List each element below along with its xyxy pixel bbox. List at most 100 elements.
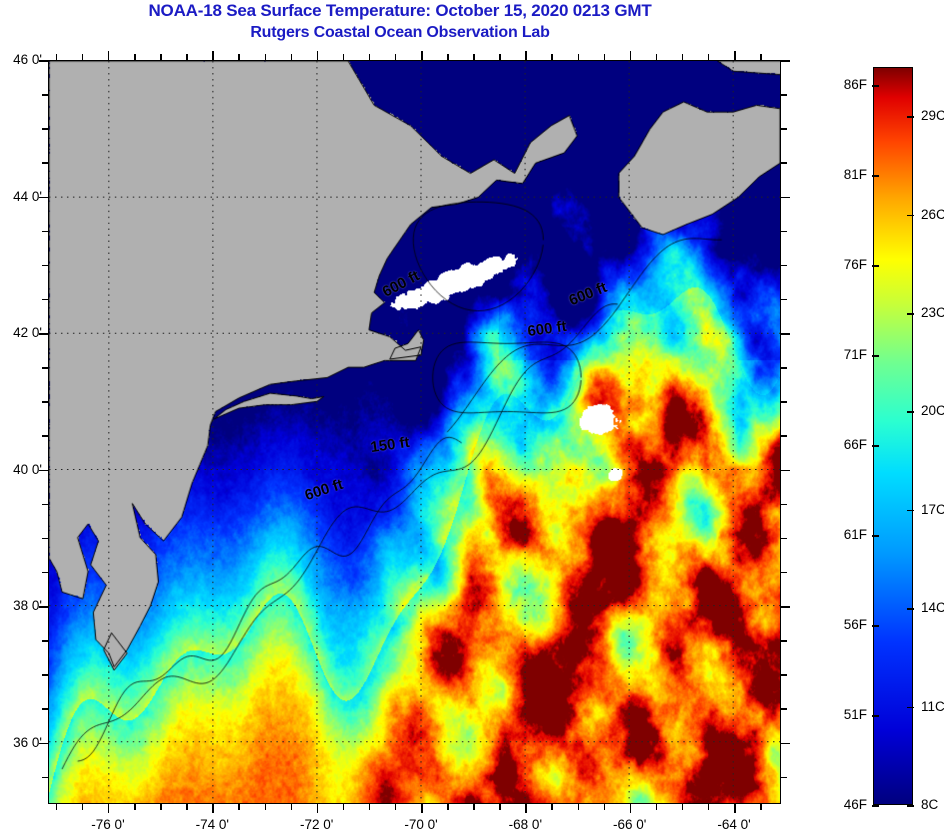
y-axis-label: 44 0'	[13, 188, 42, 204]
colorbar-f-label: 66F	[843, 437, 867, 452]
y-axis-label: 40 0'	[13, 461, 42, 477]
x-axis-label: -76 0'	[91, 817, 125, 832]
colorbar-f-tick	[872, 805, 879, 807]
page-title: NOAA-18 Sea Surface Temperature: October…	[148, 1, 652, 20]
x-axis-tick	[447, 54, 449, 60]
x-axis-tick	[499, 54, 501, 60]
colorbar-c-tick	[907, 608, 914, 610]
sst-map-plot[interactable]: 600 ft 600 ft 600 ft 150 ft 600 ft	[48, 60, 781, 804]
colorbar-c-label: 20C	[921, 403, 944, 419]
page-subtitle: Rutgers Coastal Ocean Observation Lab	[250, 24, 550, 41]
x-axis-tick	[551, 54, 553, 60]
y-axis-label: 42 0'	[13, 325, 42, 341]
y-axis-tick	[781, 94, 787, 96]
colorbar-f-tick	[872, 625, 879, 627]
x-axis-tick	[629, 804, 632, 813]
colorbar-f-label: 81F	[843, 167, 867, 182]
x-axis-label: -64 0'	[717, 817, 751, 832]
colorbar-c-label: 8C	[921, 797, 939, 812]
y-axis-tick	[42, 298, 48, 301]
y-axis-tick	[781, 367, 787, 369]
x-axis-tick	[734, 804, 736, 813]
x-axis-tick	[212, 51, 214, 60]
x-axis-tick	[290, 54, 293, 60]
y-axis-label: 36 0'	[13, 734, 42, 750]
x-axis-tick	[629, 51, 632, 60]
y-axis-tick	[781, 162, 787, 164]
colorbar-f-label: 51F	[843, 707, 867, 722]
y-axis-tick	[39, 742, 48, 745]
x-axis-tick	[342, 54, 345, 60]
y-axis-tick	[42, 162, 48, 164]
x-axis-tick	[681, 804, 684, 810]
y-axis-label: 46 0'	[13, 52, 42, 67]
x-axis-tick	[186, 54, 188, 60]
x-axis-tick	[760, 804, 762, 810]
y-axis-tick	[42, 640, 48, 642]
x-axis-tick	[760, 54, 762, 60]
colorbar-gradient	[873, 67, 913, 805]
chart-title-block: NOAA-18 Sea Surface Temperature: October…	[0, 0, 800, 44]
y-axis-tick	[781, 674, 787, 676]
y-axis-tick	[781, 333, 790, 335]
colorbar-c-tick	[907, 313, 914, 315]
x-axis-tick	[681, 54, 684, 60]
x-axis-tick	[577, 804, 580, 810]
x-axis-label: -68 0'	[508, 817, 543, 832]
colorbar-f-label: 76F	[843, 257, 867, 272]
y-axis-tick	[781, 503, 787, 506]
x-axis-tick	[316, 51, 319, 60]
y-axis-tick	[42, 708, 48, 710]
sst-heatmap-canvas	[49, 61, 780, 803]
x-axis-tick	[734, 51, 736, 60]
temperature-colorbar[interactable]	[873, 67, 913, 805]
x-axis-tick	[473, 804, 475, 810]
y-axis-label: 38 0'	[13, 598, 42, 614]
x-axis-tick	[368, 804, 371, 810]
colorbar-c-tick	[907, 116, 914, 118]
x-axis-tick	[394, 54, 397, 60]
colorbar-c-tick	[907, 805, 914, 807]
x-axis-tick	[421, 804, 423, 813]
x-axis-tick	[55, 804, 58, 810]
colorbar-c-label: 23C	[921, 305, 944, 320]
y-axis-tick	[781, 537, 787, 540]
colorbar-c-tick	[907, 214, 914, 217]
colorbar-f-label: 86F	[843, 77, 867, 92]
y-axis-tick	[42, 128, 48, 130]
colorbar-c-label: 11C	[921, 698, 944, 714]
x-axis-tick	[655, 54, 658, 60]
y-axis-tick	[39, 333, 48, 335]
x-axis-tick	[473, 54, 475, 60]
colorbar-c-label: 17C	[921, 501, 944, 517]
x-axis-tick	[551, 804, 553, 810]
x-axis-tick	[186, 804, 188, 810]
y-axis-tick	[781, 264, 787, 267]
y-axis-tick	[42, 503, 48, 506]
y-axis-tick	[781, 128, 787, 130]
x-axis-tick	[316, 804, 319, 813]
x-axis-tick	[81, 804, 84, 810]
x-axis-label: -66 0'	[613, 817, 647, 832]
x-axis-tick	[707, 54, 710, 60]
x-axis-tick	[603, 54, 606, 60]
y-axis-tick	[781, 742, 790, 745]
x-axis-tick	[394, 804, 397, 810]
x-axis-tick	[264, 54, 266, 60]
x-axis-tick	[603, 804, 606, 810]
colorbar-f-tick	[872, 85, 879, 87]
colorbar-f-tick	[872, 715, 879, 717]
y-axis-tick	[42, 571, 48, 574]
colorbar-c-label: 29C	[921, 108, 944, 124]
x-axis-tick	[577, 54, 580, 60]
x-axis-tick	[160, 804, 162, 810]
x-axis-tick	[421, 51, 423, 60]
colorbar-f-tick	[872, 355, 879, 357]
x-axis-tick	[212, 804, 214, 813]
x-axis-tick	[107, 804, 110, 813]
colorbar-f-label: 71F	[843, 347, 867, 362]
y-axis-tick	[781, 571, 787, 574]
colorbar-f-label: 56F	[843, 617, 867, 632]
y-axis-tick	[42, 435, 48, 437]
colorbar-c-label: 26C	[921, 206, 944, 222]
